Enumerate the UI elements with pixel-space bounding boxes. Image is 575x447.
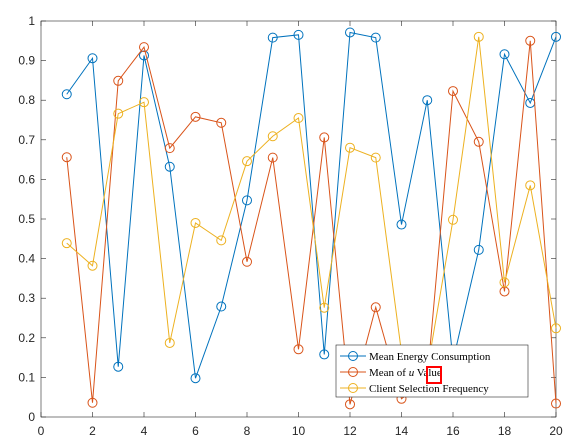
data-point [448, 86, 458, 97]
data-point [61, 238, 72, 249]
data-point [113, 75, 124, 86]
x-tick-label: 18 [498, 424, 512, 438]
legend: Mean Energy Consumption Mean of u Value Cl… [335, 344, 529, 398]
data-point [345, 142, 355, 153]
y-tick-label: 0.1 [18, 370, 35, 384]
data-point [139, 42, 149, 53]
data-point [61, 152, 72, 163]
data-point [396, 219, 407, 230]
series-line [66, 40, 557, 405]
data-point [370, 302, 381, 313]
data-point [319, 132, 330, 143]
data-point [267, 152, 278, 163]
legend-box [335, 344, 529, 398]
series-line [66, 31, 557, 379]
x-tick-label: 10 [292, 424, 306, 438]
series-line [66, 36, 557, 371]
x-tick-label: 6 [192, 424, 199, 438]
data-point [87, 260, 98, 271]
legend-marker [348, 367, 358, 377]
x-tick-label: 4 [141, 424, 148, 438]
x-tick-label: 14 [395, 424, 409, 438]
data-point [319, 302, 330, 313]
x-tick-label: 8 [244, 424, 251, 438]
data-point [525, 180, 536, 191]
data-point [139, 97, 149, 108]
data-point [293, 113, 304, 124]
data-point [242, 256, 252, 267]
x-tick-label: 2 [89, 424, 96, 438]
legend-label: Mean Energy Consumption [369, 351, 491, 363]
legend-label: Mean of u Value [369, 367, 442, 379]
data-point [216, 235, 227, 246]
legend-marker [348, 383, 358, 393]
data-point [61, 89, 72, 100]
data-point [164, 161, 175, 172]
legend-marker [348, 351, 358, 361]
legend-label: Client Selection Frequency [369, 383, 489, 395]
data-point [267, 32, 278, 43]
y-tick-label: 0.4 [18, 252, 35, 266]
data-point [293, 344, 304, 355]
y-tick-label: 0.3 [18, 291, 35, 305]
data-point [190, 217, 201, 228]
data-point [164, 337, 175, 348]
ticks: 0 2 4 6 8 10 12 14 16 18 20 0 0.1 0.2 0.3 0.4 0.5 0.6 0.7 0… [18, 14, 563, 438]
data-point [87, 397, 98, 408]
y-tick-label: 0.7 [18, 133, 35, 147]
y-tick-label: 0.5 [18, 212, 35, 226]
data-point [499, 277, 510, 288]
data-point [551, 31, 561, 42]
data-point [216, 301, 227, 312]
data-point [87, 53, 98, 64]
data-point [370, 32, 381, 43]
x-tick-label: 20 [549, 424, 563, 438]
data-point [267, 131, 278, 142]
data-point [473, 136, 484, 147]
data-point [242, 195, 252, 206]
data-point [190, 111, 201, 122]
x-tick-label: 16 [446, 424, 460, 438]
data-point [370, 152, 381, 163]
data-point [190, 373, 201, 384]
highlight-box [426, 366, 442, 384]
data-point [345, 399, 355, 410]
y-tick-label: 0.2 [18, 331, 35, 345]
data-point [319, 349, 330, 360]
series-2 [61, 31, 561, 375]
y-tick-label: 0 [28, 410, 35, 424]
data-point [525, 35, 536, 46]
data-point [345, 27, 355, 38]
data-point [473, 31, 484, 42]
data-point [448, 214, 458, 225]
data-point [113, 361, 124, 372]
y-tick-label: 0.9 [18, 54, 35, 68]
data-point [139, 50, 149, 61]
y-tick-label: 0.6 [18, 172, 35, 186]
data-point [551, 398, 561, 409]
data-point [216, 117, 227, 128]
y-tick-label: 0.8 [18, 93, 35, 107]
x-tick-label: 0 [38, 424, 45, 438]
data-point [164, 143, 175, 154]
x-tick-label: 12 [343, 424, 357, 438]
data-point [113, 108, 124, 119]
y-tick-label: 1 [28, 14, 35, 28]
series-0 [61, 27, 561, 384]
data-point [551, 323, 561, 334]
data-point [242, 156, 252, 167]
data-point [473, 244, 484, 255]
data-point [499, 49, 510, 60]
data-point [293, 29, 304, 40]
data-point [422, 95, 433, 106]
